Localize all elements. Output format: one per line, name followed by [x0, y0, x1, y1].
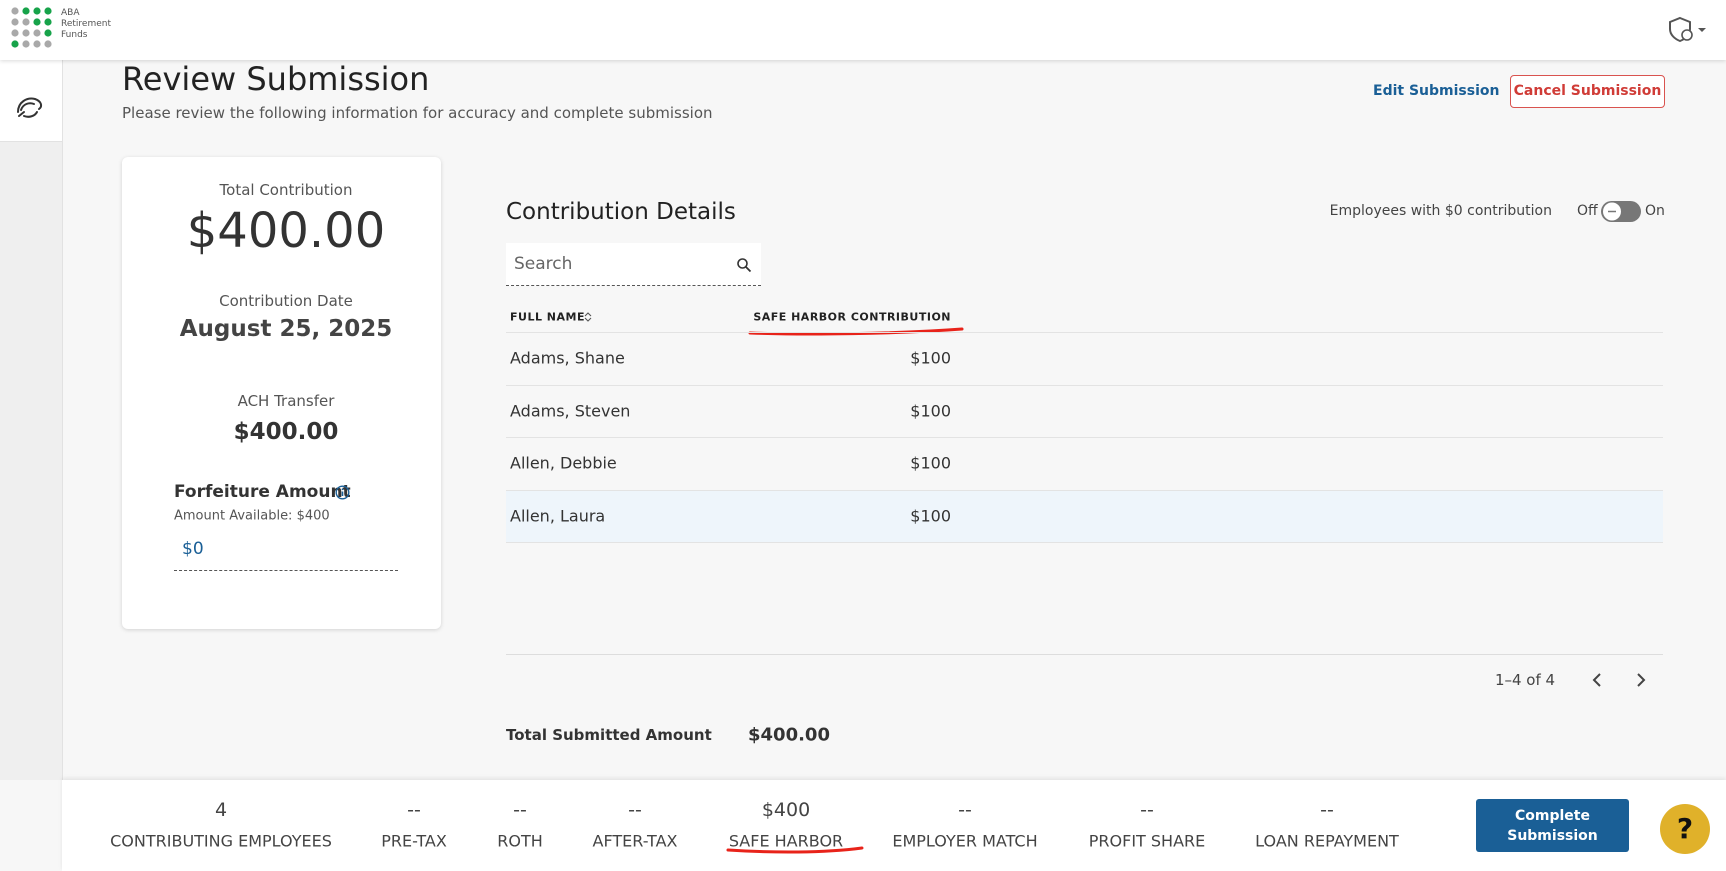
search-placeholder: Search [514, 254, 573, 274]
toggle-off-label: Off [1577, 203, 1598, 219]
name-cell: Adams, Steven [510, 401, 631, 421]
logo-dots [11, 7, 52, 48]
column-header[interactable]: SAFE HARBOR CONTRIBUTION [753, 310, 951, 324]
logo-dot [22, 18, 30, 26]
logo-dot [44, 29, 52, 37]
summary-label: Total Contribution [219, 181, 353, 199]
logo-dot [44, 7, 52, 15]
complete-submission-button[interactable]: Complete Submission [1476, 799, 1629, 852]
column-header[interactable]: FULL NAME [510, 310, 585, 324]
summary-value: $400.00 [233, 419, 339, 445]
stat-value: -- [628, 799, 642, 821]
logo-dot [22, 40, 30, 48]
next-page-button[interactable] [1633, 671, 1649, 689]
stat-value: $400 [761, 799, 811, 821]
cancel-submission-button[interactable]: Cancel Submission [1510, 75, 1665, 108]
logo-line: Funds [61, 30, 88, 40]
stat-label: AFTER-TAX [592, 831, 678, 851]
logo-line: Retirement [61, 19, 111, 29]
stat-label: PROFIT SHARE [1088, 831, 1206, 851]
info-icon[interactable] [335, 485, 350, 500]
logo-line: ABA [61, 8, 80, 18]
stat-value: -- [407, 799, 421, 821]
stat-value: 4 [214, 799, 228, 821]
amount-cell: $100 [910, 348, 951, 368]
summary-value: August 25, 2025 [179, 316, 393, 342]
input-underline [174, 570, 398, 571]
total-value: $400.00 [748, 724, 830, 746]
nav-icon [17, 97, 43, 118]
stat-value: -- [1320, 799, 1334, 821]
logo-dot [44, 18, 52, 26]
row-line [506, 384, 1663, 386]
summary-label: Contribution Date [219, 292, 353, 310]
stat-label: LOAN REPAYMENT [1255, 831, 1399, 851]
forfeiture-input[interactable]: $0 [182, 539, 204, 559]
sort-icon[interactable] [584, 311, 592, 323]
section-title: Contribution Details [506, 199, 736, 225]
toggle-label: Employees with $0 contribution [1329, 203, 1552, 219]
edit-submission-link[interactable]: Edit Submission [1373, 83, 1500, 99]
logo-dot [11, 7, 19, 15]
name-cell: Allen, Debbie [510, 453, 617, 473]
amount-cell: $100 [910, 401, 951, 421]
forfeiture-label: Forfeiture Amount [174, 482, 351, 502]
annotation-underline [748, 327, 964, 336]
summary-label: ACH Transfer [237, 392, 335, 410]
row-line [506, 542, 1663, 543]
logo-dot [33, 40, 41, 48]
stat-label: ROTH [497, 831, 543, 851]
logo-dot [33, 18, 41, 26]
toggle-on-label: On [1645, 203, 1665, 219]
stat-label: SAFE HARBOR [728, 831, 844, 851]
logo-dot [22, 29, 30, 37]
account-menu[interactable] [1668, 16, 1708, 44]
table-footer-line [506, 654, 1663, 655]
logo-dot [11, 40, 19, 48]
nav-item[interactable] [0, 60, 62, 142]
name-cell: Adams, Shane [510, 348, 625, 368]
amount-cell: $100 [910, 506, 951, 526]
annotation-underline [726, 846, 864, 854]
pagination-text: 1–4 of 4 [1494, 671, 1556, 689]
summary-card [122, 157, 441, 629]
logo-dot [33, 29, 41, 37]
stat-value: -- [513, 799, 527, 821]
logo-dot [22, 7, 30, 15]
stat-label: EMPLOYER MATCH [892, 831, 1038, 851]
forfeiture-available: Amount Available: $400 [174, 508, 330, 524]
help-button[interactable]: ? [1660, 804, 1710, 854]
logo-text: ABA Retirement Funds [61, 8, 111, 41]
total-label: Total Submitted Amount [506, 726, 712, 744]
row-line [506, 489, 1663, 491]
search-box[interactable] [506, 243, 761, 286]
stat-label: CONTRIBUTING EMPLOYEES [110, 831, 332, 851]
sidebar [0, 60, 63, 780]
logo-dot [33, 7, 41, 15]
logo-dot [11, 29, 19, 37]
zero-contribution-toggle[interactable] [1600, 200, 1642, 223]
name-cell: Allen, Laura [510, 506, 606, 526]
top-bar: ABA Retirement Funds [0, 0, 1726, 60]
stat-value: -- [1140, 799, 1154, 821]
page-title: Review Submission [122, 60, 430, 98]
summary-value: $400.00 [186, 203, 386, 259]
logo-dot [11, 18, 19, 26]
search-icon[interactable] [736, 257, 752, 273]
stat-value: -- [958, 799, 972, 821]
stat-label: PRE-TAX [381, 831, 447, 851]
logo-dot [44, 40, 52, 48]
prev-page-button[interactable] [1589, 671, 1605, 689]
amount-cell: $100 [910, 453, 951, 473]
page-subtitle: Please review the following information … [122, 104, 713, 122]
row-line [506, 332, 1663, 333]
row-highlight [506, 490, 1663, 542]
row-line [506, 437, 1663, 438]
footer-bar [62, 780, 1726, 871]
